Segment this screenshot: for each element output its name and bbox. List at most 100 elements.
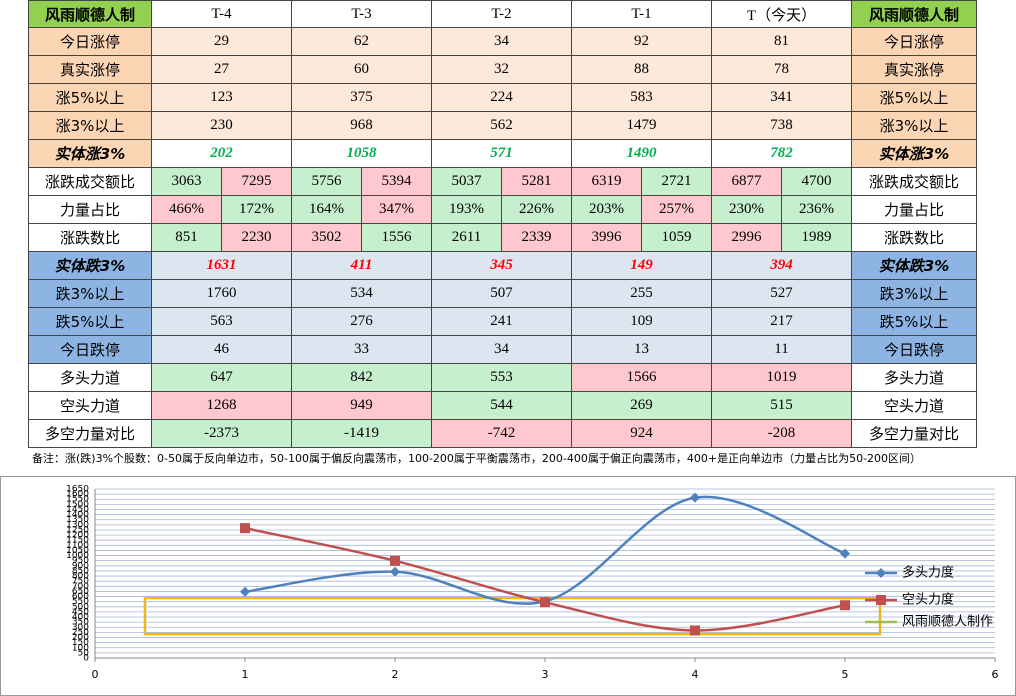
value-cell: 507 [432,280,572,308]
legend-label: 空头力度 [902,592,954,608]
value-cell: 78 [712,56,852,84]
row-label: 今日跌停 [28,336,152,364]
x-tick-label: 1 [242,668,249,681]
value-cell: 164% [292,196,362,224]
header-cell: T-1 [572,0,712,28]
y-tick-label: 500 [72,602,89,612]
value-cell: 1058 [292,140,432,168]
value-cell: 571 [432,140,572,168]
marker [840,600,850,611]
value-cell: 6319 [572,168,642,196]
y-tick-label: 400 [72,613,89,623]
value-cell: 375 [292,84,432,112]
value-cell: 226% [502,196,572,224]
x-tick-label: 6 [992,668,999,681]
value-cell: 1019 [712,364,852,392]
x-tick-label: 2 [392,668,399,681]
y-tick-label: 450 [72,607,89,617]
value-cell: 924 [572,420,712,448]
row-label: 涨跌数比 [28,224,152,252]
y-tick-label: 900 [72,561,89,571]
y-tick-label: 550 [72,597,89,607]
value-cell: 851 [152,224,222,252]
row-label: 跌5%以上 [852,308,977,336]
value-cell: 217 [712,308,852,336]
header-cell: T-4 [152,0,292,28]
value-cell: 3502 [292,224,362,252]
y-tick-label: 1150 [66,536,89,546]
value-cell: 1989 [782,224,852,252]
x-tick-label: 5 [842,668,849,681]
marker [390,555,400,566]
value-cell: 1059 [642,224,712,252]
row-label: 涨3%以上 [28,112,152,140]
row-label: 涨跌数比 [852,224,977,252]
y-tick-label: 1600 [66,490,89,500]
value-cell: 738 [712,112,852,140]
y-tick-label: 1500 [66,500,89,510]
y-tick-label: 1350 [66,515,89,525]
value-cell: 33 [292,336,432,364]
value-cell: 62 [292,28,432,56]
value-cell: 583 [572,84,712,112]
header-cell: T-3 [292,0,432,28]
chart: 0501001502002503003504004505005506006507… [0,476,1016,696]
row-label: 跌3%以上 [28,280,152,308]
note: 备注：涨(跌)3%个股数：0-50属于反向单边市，50-100属于偏反向震荡市，… [32,452,922,465]
value-cell: 81 [712,28,852,56]
value-cell: 34 [432,336,572,364]
value-cell: 3996 [572,224,642,252]
row-label: 涨5%以上 [28,84,152,112]
value-cell: 202 [152,140,292,168]
value-cell: 466% [152,196,222,224]
value-cell: 230% [712,196,782,224]
value-cell: 782 [712,140,852,168]
y-tick-label: 1100 [66,541,89,551]
y-tick-label: 650 [72,587,89,597]
y-tick-label: 150 [72,638,89,648]
y-tick-label: 350 [72,618,89,628]
y-tick-label: 50 [78,648,90,658]
header-cell: 风雨顺德人制 [852,0,977,28]
y-tick-label: 200 [72,633,89,643]
row-label: 今日涨停 [852,28,977,56]
y-tick-label: 1250 [66,525,89,535]
value-cell: 647 [152,364,292,392]
legend-label: 多头力度 [902,565,954,581]
value-cell: 269 [572,392,712,420]
value-cell: -742 [432,420,572,448]
value-cell: 230 [152,112,292,140]
value-cell: 347% [362,196,432,224]
series-line [244,495,846,605]
x-tick-label: 0 [92,668,99,681]
highlight-box [143,596,882,636]
y-tick-label: 750 [72,577,89,587]
value-cell: -208 [712,420,852,448]
y-tick-label: 700 [72,582,89,592]
value-cell: 1760 [152,280,292,308]
value-cell: 1268 [152,392,292,420]
row-label: 力量占比 [852,196,977,224]
row-label: 跌3%以上 [852,280,977,308]
row-label: 力量占比 [28,196,152,224]
y-tick-label: 1000 [66,551,89,561]
value-cell: 257% [642,196,712,224]
marker [240,523,250,534]
value-cell: 534 [292,280,432,308]
row-label: 今日跌停 [852,336,977,364]
value-cell: 149 [572,252,712,280]
y-tick-label: 300 [72,623,89,633]
row-label: 涨跌成交额比 [852,168,977,196]
y-tick-label: 1550 [66,495,89,505]
marker [690,625,700,636]
y-tick-label: 600 [72,592,89,602]
row-label: 多空力量对比 [28,420,152,448]
value-cell: 224 [432,84,572,112]
value-cell: 88 [572,56,712,84]
table: 备注：涨(跌)3%个股数：0-50属于反向单边市，50-100属于偏反向震荡市，… [28,0,977,465]
value-cell: 2611 [432,224,502,252]
y-tick-label: 1400 [66,510,89,520]
y-tick-label: 1300 [66,520,89,530]
value-cell: 236% [782,196,852,224]
